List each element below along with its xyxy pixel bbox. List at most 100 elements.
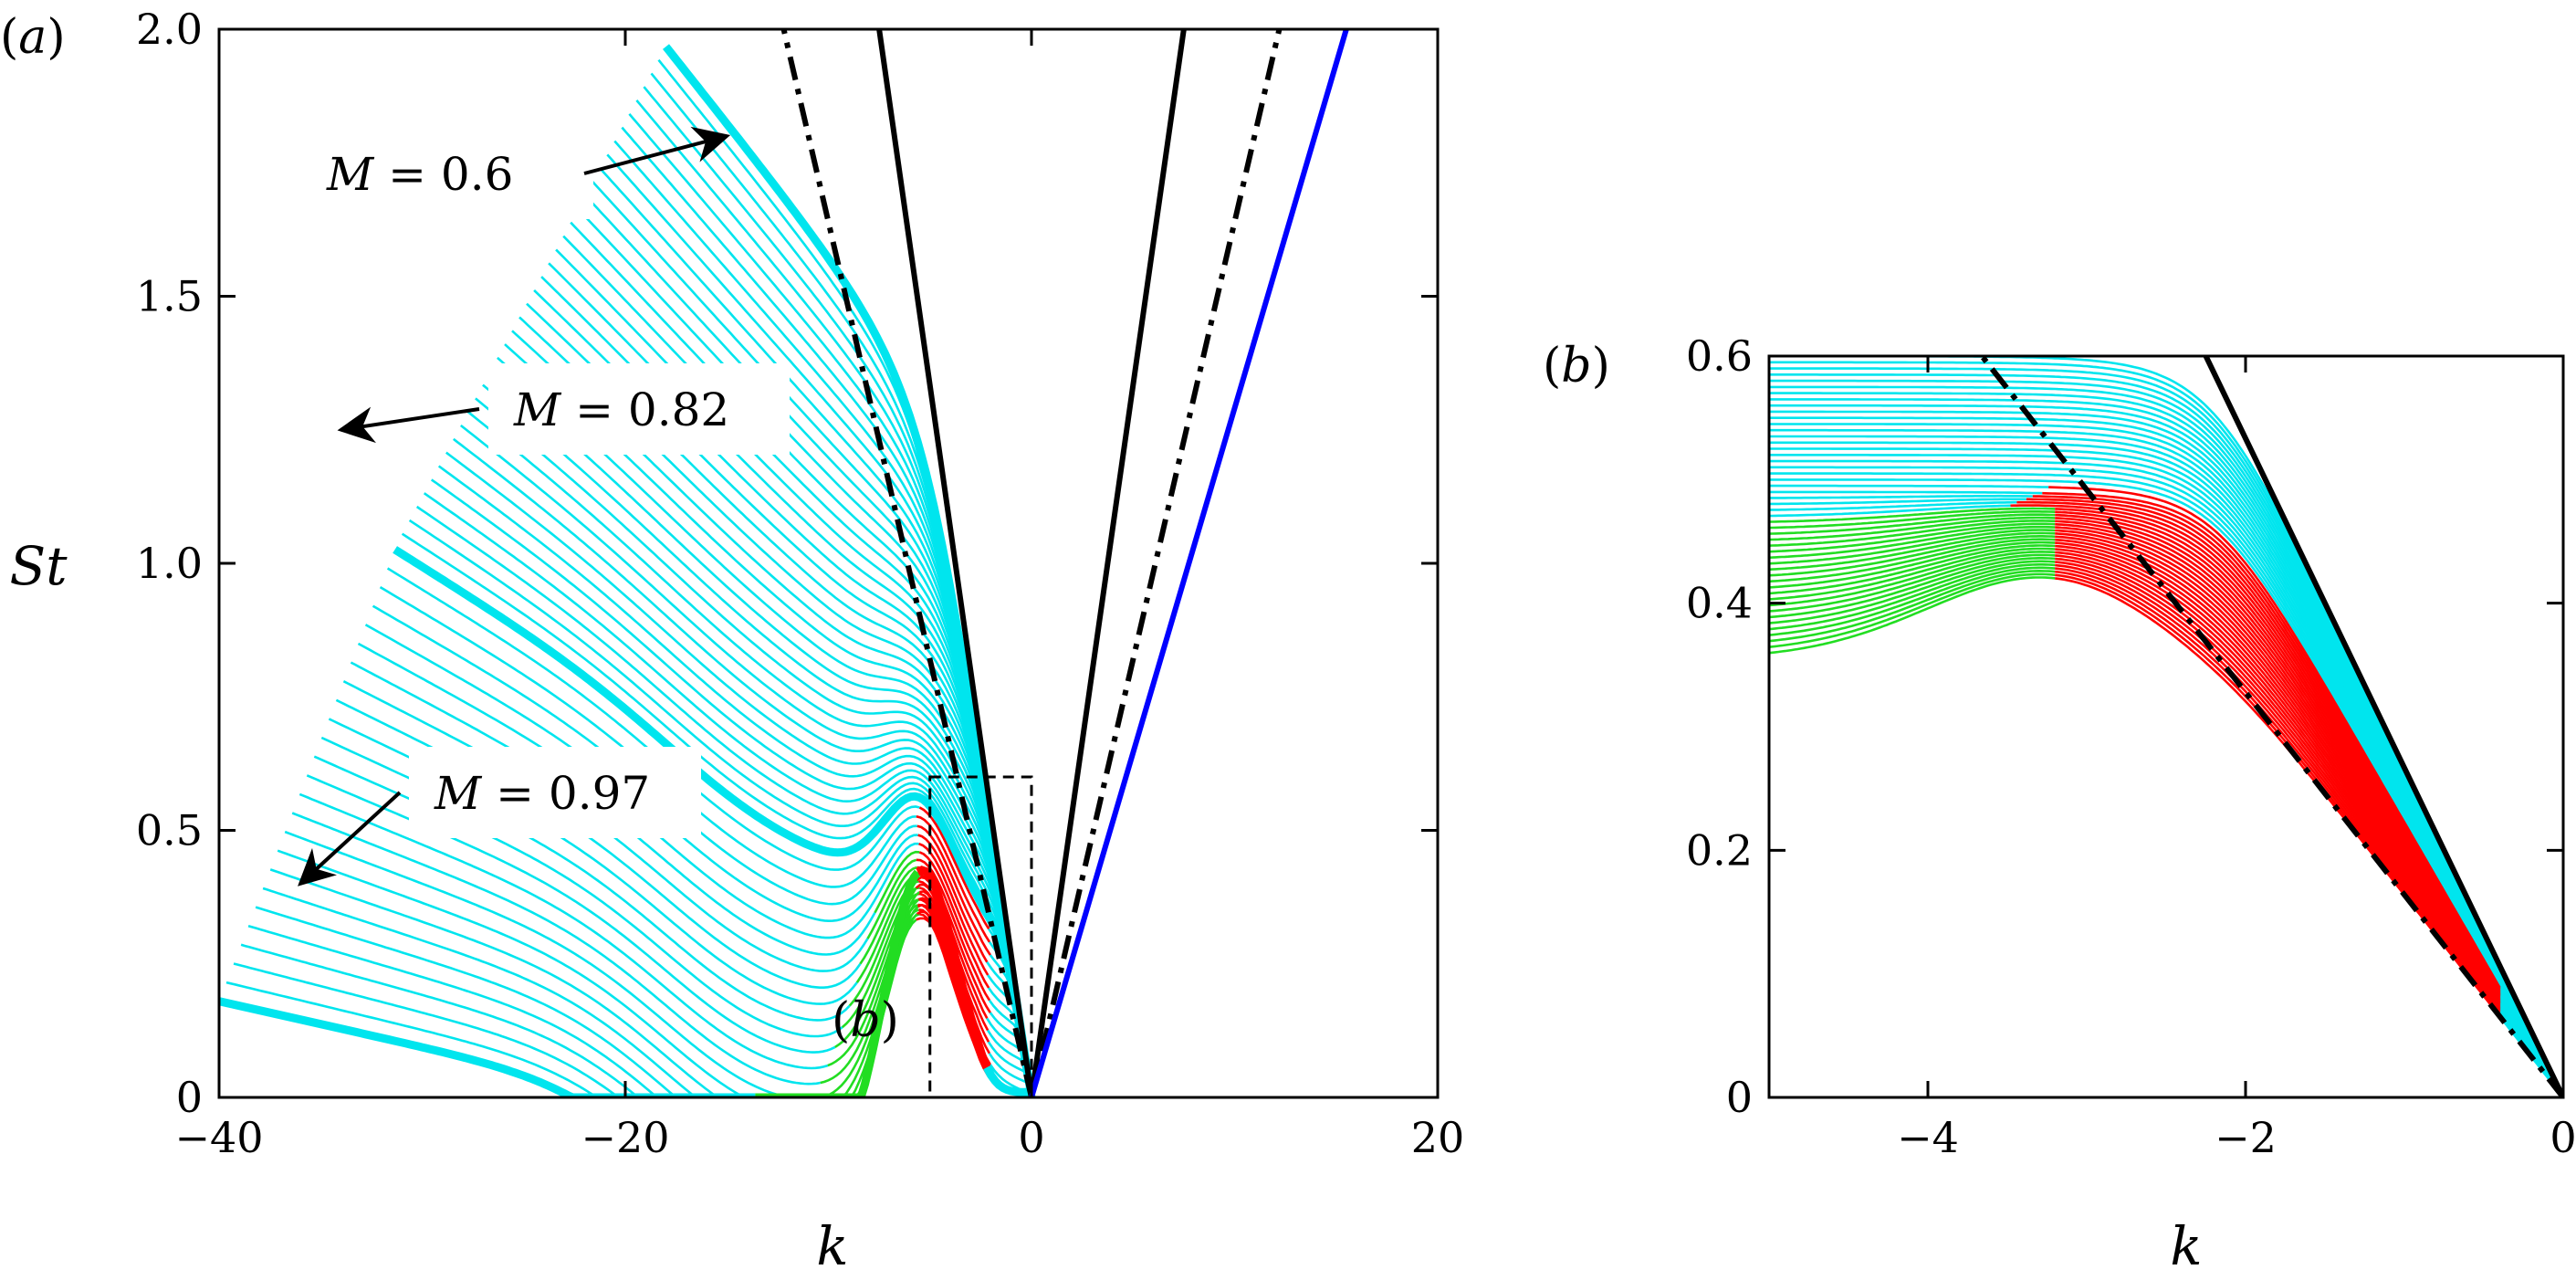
panel-a-curve-13-seg-0 xyxy=(570,221,1031,1086)
panel-a-curve-37-seg-0 xyxy=(393,546,1033,1081)
panel-b: −4 −2 0 0 0.2 0.4 0.6 (b) k xyxy=(1543,331,2576,1277)
panel-a-xtick-label-3: 20 xyxy=(1411,1113,1465,1162)
panel-a-zoom-label: (b) xyxy=(832,993,899,1048)
panel-a-reference-lines xyxy=(780,29,1349,1097)
panel-b-curve-40-seg-0 xyxy=(1769,547,2056,601)
panel-a-curve-49-seg-0 xyxy=(306,774,836,1054)
panel-a-curve-56-seg-0 xyxy=(255,906,789,1097)
panel-a-curve-56-seg-1 xyxy=(788,906,919,1097)
panel-b-curve-35-seg-1 xyxy=(2055,532,2501,1003)
panel-a-ref-line-2 xyxy=(780,29,1034,1097)
panel-b-curve-42-seg-0 xyxy=(1769,553,2056,613)
panel-b-curve-37-seg-0 xyxy=(1769,538,2056,583)
panel-b-curve-27-seg-1 xyxy=(2055,508,2501,994)
panel-b-curve-29-seg-1 xyxy=(2055,513,2501,997)
panel-a-annotations: M = 0.6M = 0.82M = 0.97 xyxy=(298,126,790,887)
panel-a-curve-45-seg-0 xyxy=(335,698,862,989)
panel-a-curve-43-seg-1 xyxy=(874,850,920,914)
panel-b-curve-27-seg-0 xyxy=(1769,507,2056,523)
panel-a-curve-57-seg-0 xyxy=(247,924,780,1097)
panel-a-zoom-box xyxy=(928,775,1033,1099)
panel-b-curve-25-seg-0 xyxy=(1769,500,2017,511)
annotation-arrow-2 xyxy=(298,791,402,887)
panel-b-curve-31-seg-1 xyxy=(2055,519,2501,999)
panel-b-curve-33-seg-0 xyxy=(1769,525,2056,559)
panel-a-curve-25-seg-0 xyxy=(482,383,1032,1096)
panel-a-curve-49-seg-3 xyxy=(988,1053,1031,1090)
panel-b-curve-33-seg-1 xyxy=(2055,526,2501,1001)
panel-a-curve-17-seg-0 xyxy=(540,276,1031,1082)
panel-b-curve-37-seg-1 xyxy=(2055,538,2501,1005)
panel-b-ytick-label-3: 0.6 xyxy=(1686,331,1753,381)
panel-a-curve-51-seg-0 xyxy=(291,812,821,1086)
panel-b-curve-42-seg-1 xyxy=(2055,554,2501,1011)
panel-b-curve-38-seg-1 xyxy=(2055,541,2501,1006)
panel-b-curve-38-seg-0 xyxy=(1769,540,2056,589)
panel-a-curve-61-seg-0 xyxy=(219,997,756,1097)
panel-b-ytick-label-1: 0.2 xyxy=(1686,825,1753,875)
panel-b-curve-19-seg-0 xyxy=(1769,472,2563,1097)
panel-b-curve-48-seg-0 xyxy=(1769,572,2056,648)
panel-b-reference-lines xyxy=(1979,356,2563,1097)
panel-a-curve-34-seg-0 xyxy=(415,505,1031,1090)
panel-b-curve-24-seg-0 xyxy=(1769,498,2026,506)
panel-b-curve-21-seg-0 xyxy=(1769,484,2049,488)
panel-b-curve-4-seg-0 xyxy=(1769,379,2563,1097)
panel-b-curve-6-seg-0 xyxy=(1769,392,2563,1097)
panel-b-curve-29-seg-0 xyxy=(1769,513,2056,535)
panel-b-curve-22-seg-0 xyxy=(1769,490,2043,495)
panel-b-curve-32-seg-1 xyxy=(2055,522,2501,1000)
panel-a-curve-52-seg-0 xyxy=(284,830,818,1097)
panel-b-curve-26-seg-1 xyxy=(2010,504,2501,993)
annotation-box-1 xyxy=(488,363,790,455)
panel-b-ref-line-1 xyxy=(1979,356,2563,1097)
annotation-prefix-2: M xyxy=(434,767,483,820)
panel-a-curve-31-seg-0 xyxy=(437,465,1030,1076)
annotation-prefix-1: M xyxy=(513,383,562,436)
panel-a-curve-58-seg-0 xyxy=(240,943,778,1097)
panel-b-curve-44-seg-0 xyxy=(1769,560,2056,624)
panel-b-xtick-label-2: 0 xyxy=(2550,1113,2576,1162)
panel-a-curve-15-seg-0 xyxy=(555,248,1033,1096)
annotation-label-0: M = 0.6 xyxy=(326,148,513,201)
panel-b-ref-line-0 xyxy=(2203,356,2563,1097)
panel-a-xlabel: k xyxy=(816,1215,848,1275)
panel-a-curve-48-seg-3 xyxy=(987,1041,1031,1086)
annotation-prefix-0: M xyxy=(326,148,375,201)
panel-b-xtick-label-0: −4 xyxy=(1897,1113,1959,1162)
panel-a-curve-50-seg-0 xyxy=(298,792,829,1070)
panel-a-curve-26-seg-0 xyxy=(475,397,1030,1076)
panel-b-curve-39-seg-0 xyxy=(1769,544,2056,595)
panel-a-curve-60-seg-0 xyxy=(225,981,763,1097)
panel-b-curve-20-seg-0 xyxy=(1769,478,2563,1097)
panel-a-curve-30-seg-0 xyxy=(445,451,1032,1096)
annotation-label-1: M = 0.82 xyxy=(513,383,729,436)
panel-b-curve-41-seg-1 xyxy=(2055,551,2501,1009)
panel-b-xlabel: k xyxy=(2170,1215,2202,1275)
annotation-arrow-0 xyxy=(583,126,731,175)
panel-a-curve-53-seg-0 xyxy=(277,849,811,1097)
panel-b-curve-3-seg-0 xyxy=(1769,372,2563,1097)
panel-a-zoom-letter: b xyxy=(850,993,880,1048)
panel-b-curve-30-seg-1 xyxy=(2055,517,2501,998)
panel-b-curve-9-seg-0 xyxy=(1769,410,2563,1097)
panel-b-curve-26-seg-0 xyxy=(1769,504,2011,518)
panel-b-curve-23-seg-0 xyxy=(1769,494,2033,499)
panel-a-curve-46-seg-3 xyxy=(986,1017,1030,1075)
panel-b-curve-34-seg-0 xyxy=(1769,529,2056,565)
panel-a-ytick-label-3: 1.5 xyxy=(136,272,203,321)
panel-a-ylabel: St xyxy=(9,535,68,597)
annotation-value-2: = 0.97 xyxy=(481,767,650,820)
panel-b-curve-31-seg-0 xyxy=(1769,519,2056,547)
panel-b-curve-47-seg-1 xyxy=(2055,570,2501,1015)
panel-a-ticks: −40 −20 0 20 0 0.5 1.0 1.5 2.0 xyxy=(136,5,1464,1162)
panel-b-curve-7-seg-0 xyxy=(1769,398,2563,1097)
panel-b-ticks: −4 −2 0 0 0.2 0.4 0.6 xyxy=(1686,331,2576,1162)
panel-b-curve-43-seg-0 xyxy=(1769,556,2056,619)
panel-b-curve-25-seg-1 xyxy=(2016,500,2501,992)
panel-b-curve-45-seg-0 xyxy=(1769,562,2056,631)
panel-a-curve-39-seg-1 xyxy=(916,815,991,943)
panel-b-curve-35-seg-0 xyxy=(1769,531,2056,572)
panel-a-curve-36-seg-0 xyxy=(401,532,1030,1075)
